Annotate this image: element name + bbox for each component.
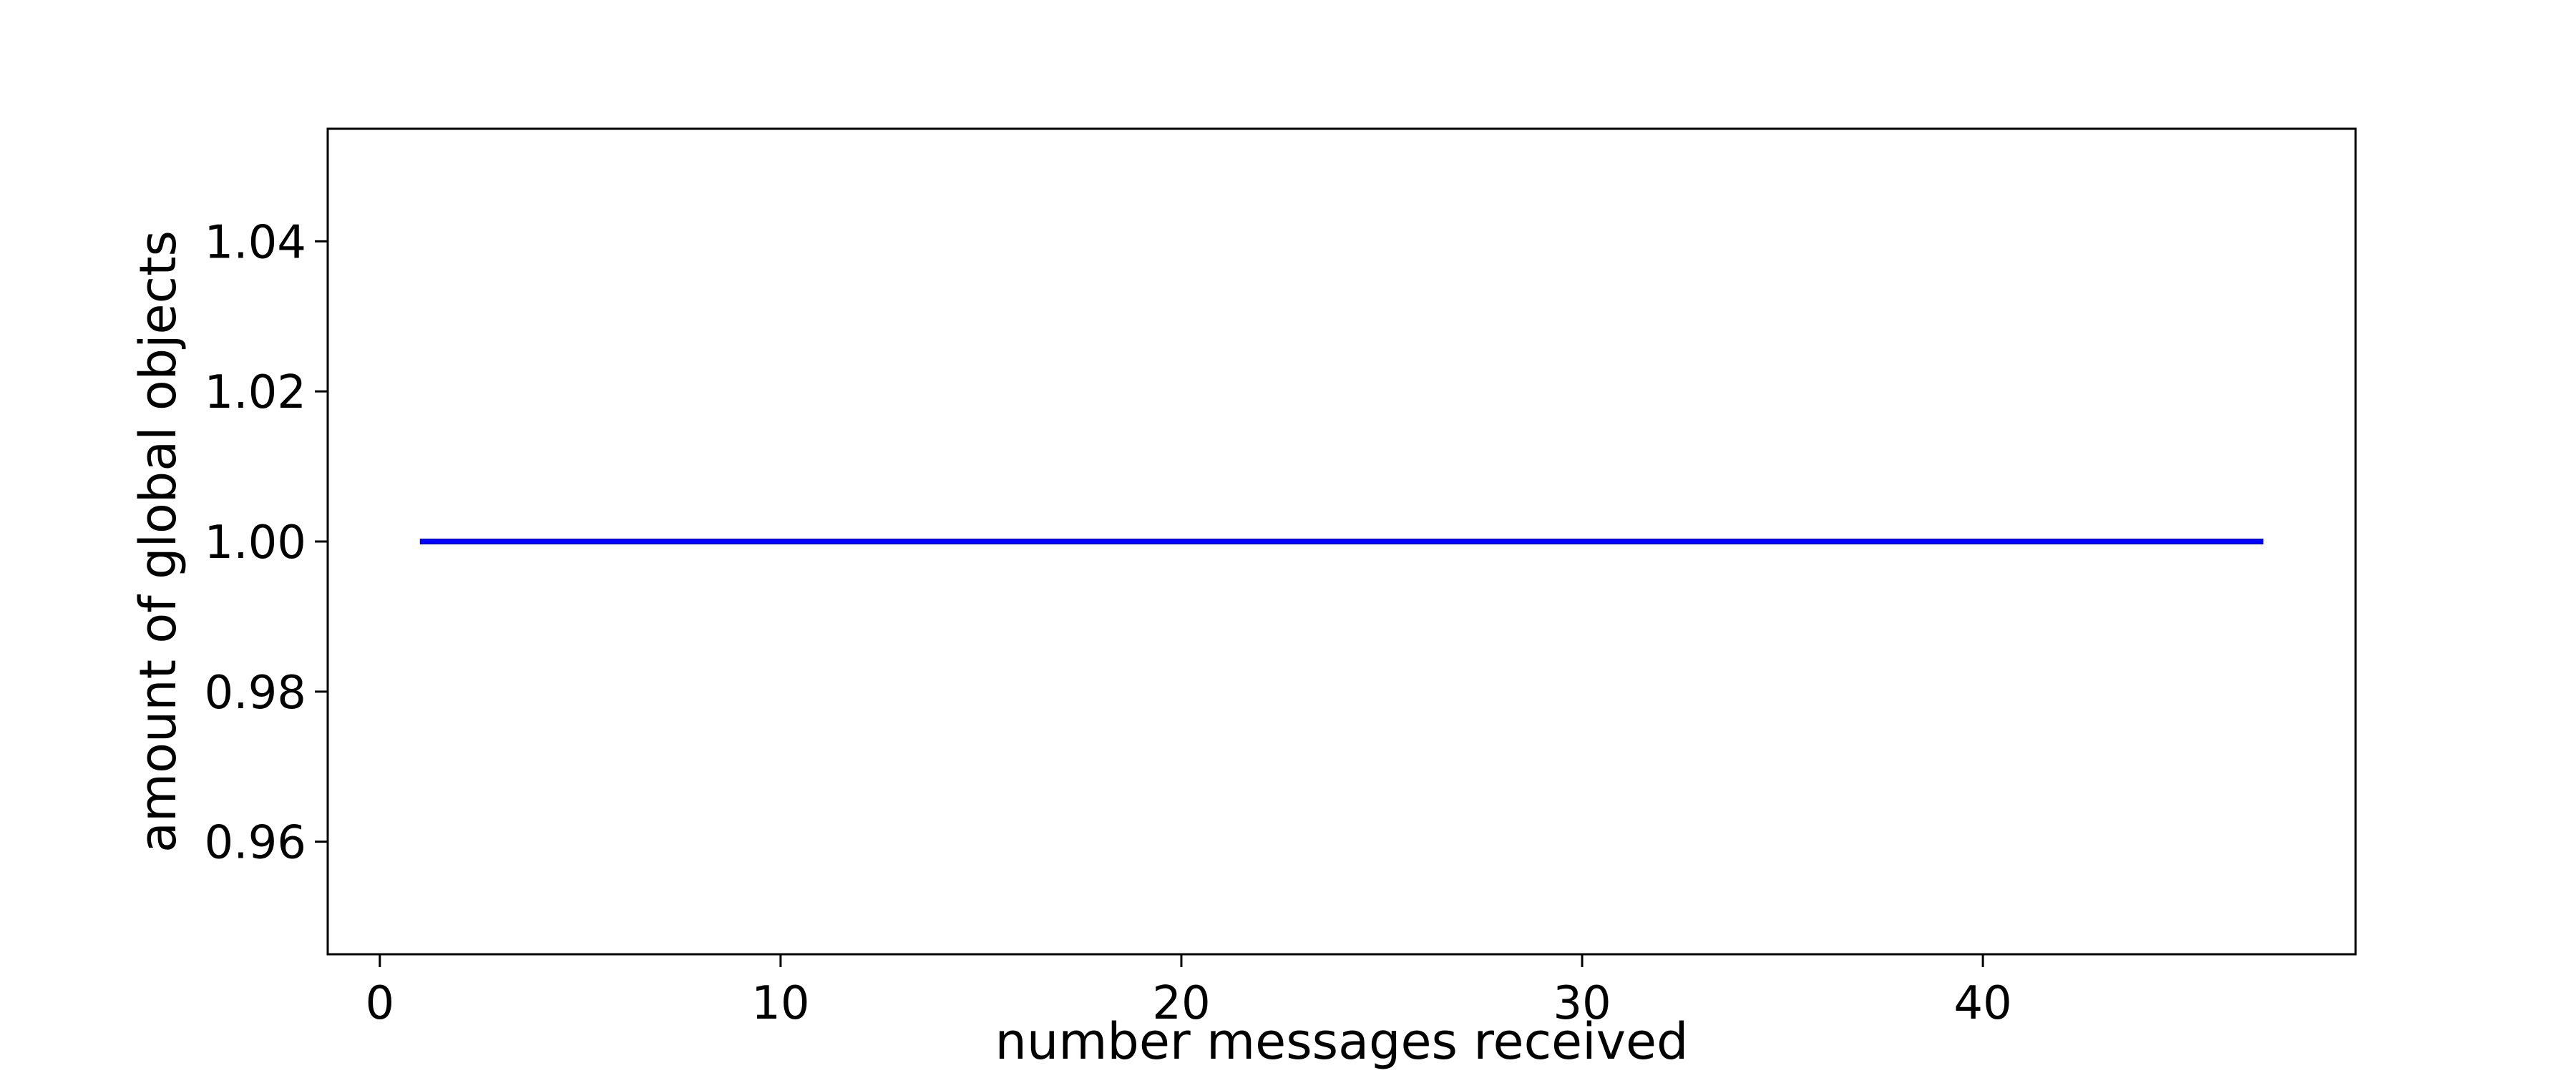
x-tick-label: 40 [1953,977,2011,1030]
x-axis-ticks: 0 10 20 30 40 [365,954,2012,1030]
y-tick-label: 1.00 [205,516,307,569]
y-tick-label: 0.98 [205,667,307,720]
y-tick-label: 1.04 [205,216,307,269]
y-axis-ticks: 0.96 0.98 1.00 1.02 1.04 [205,216,328,870]
x-tick-label: 30 [1553,977,1611,1030]
x-tick-label: 10 [751,977,809,1030]
x-axis-title: number messages received [995,1012,1689,1071]
y-tick-label: 1.02 [205,366,307,419]
x-tick-label: 20 [1152,977,1210,1030]
y-tick-label: 0.96 [205,817,307,870]
x-tick-label: 0 [365,977,394,1030]
y-axis-title: amount of global objects [129,230,187,853]
